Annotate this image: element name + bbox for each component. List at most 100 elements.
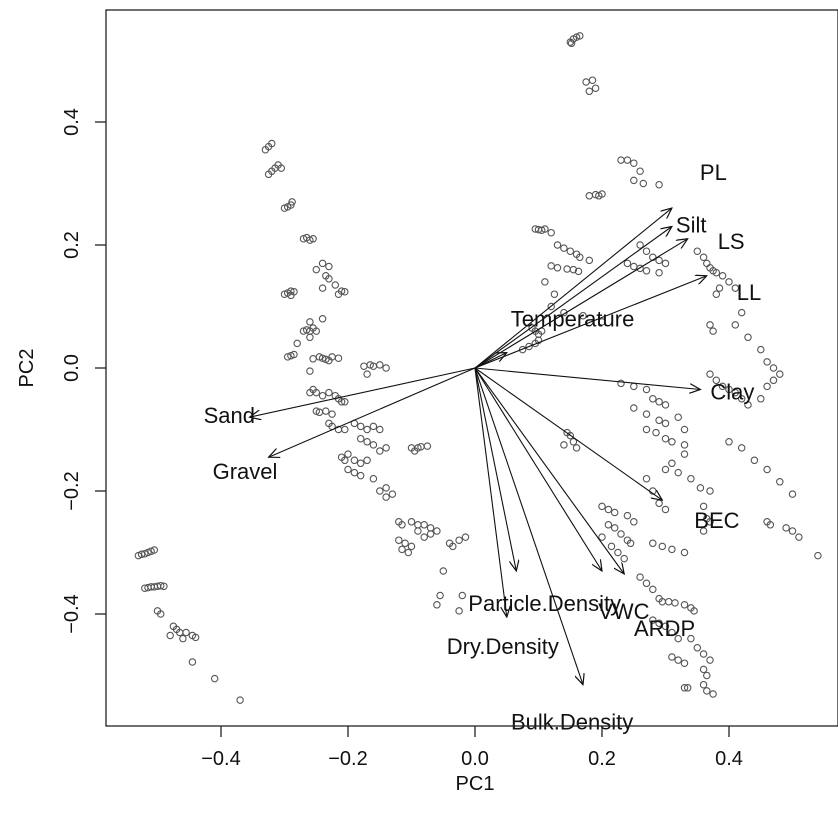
score-point-91 <box>630 382 638 391</box>
score-point-207 <box>407 542 416 551</box>
score-point-103 <box>652 428 660 437</box>
loading-label-ls: LS <box>718 229 745 254</box>
score-point-51 <box>712 268 721 277</box>
loading-arrow-ls <box>474 239 688 369</box>
score-point-14 <box>639 179 648 188</box>
score-point-117 <box>642 474 651 483</box>
score-point-172 <box>687 634 695 643</box>
score-point-81 <box>763 382 771 391</box>
score-point-223 <box>369 422 378 431</box>
score-point-78 <box>769 364 778 372</box>
score-point-272 <box>290 350 298 359</box>
score-point-94 <box>655 398 663 406</box>
score-point-144 <box>604 521 613 529</box>
score-point-237 <box>344 465 352 474</box>
score-point-214 <box>423 442 432 450</box>
score-point-186 <box>420 521 428 529</box>
score-point-248 <box>341 425 349 434</box>
loading-label-ardp: ARDP <box>634 616 695 641</box>
score-point-315 <box>141 549 149 558</box>
loading-label-gravel: Gravel <box>213 459 278 484</box>
loading-arrow-gravel <box>269 367 476 457</box>
score-point-289 <box>325 275 333 283</box>
score-point-41 <box>623 259 632 268</box>
score-point-9 <box>617 156 625 164</box>
score-point-5 <box>582 78 590 86</box>
score-point-167 <box>649 616 657 624</box>
y-axis: −0.4 −0.2 0.0 0.2 0.4 <box>61 108 106 634</box>
score-point-105 <box>668 438 676 446</box>
score-point-265 <box>318 354 327 362</box>
score-point-101 <box>680 425 689 434</box>
y-tick-label-2: 0.0 <box>61 354 83 382</box>
score-point-48 <box>703 259 711 268</box>
plot-frame <box>105 9 838 727</box>
score-point-156 <box>680 548 689 557</box>
score-point-104 <box>661 434 670 443</box>
score-point-170 <box>668 628 676 637</box>
score-point-76 <box>757 345 765 354</box>
loading-label-silt: Silt <box>676 213 707 238</box>
score-point-68 <box>531 339 540 348</box>
score-point-134 <box>766 521 775 529</box>
score-point-233 <box>344 450 352 458</box>
score-point-108 <box>566 431 575 440</box>
score-point-27 <box>566 247 575 255</box>
score-point-6 <box>588 76 597 84</box>
score-point-174 <box>699 650 708 658</box>
score-point-196 <box>439 567 448 575</box>
score-point-73 <box>706 321 714 329</box>
score-point-337 <box>210 674 219 683</box>
score-point-279 <box>293 339 301 348</box>
score-point-19 <box>598 190 606 198</box>
x-tick-label-0: −0.4 <box>201 748 240 770</box>
score-point-8 <box>585 87 594 96</box>
loadings-arrows <box>250 208 707 685</box>
score-point-96 <box>630 404 638 412</box>
score-point-296 <box>325 262 333 271</box>
score-point-238 <box>350 468 359 477</box>
score-point-195 <box>461 533 470 541</box>
score-point-92 <box>642 385 651 394</box>
score-point-221 <box>356 422 365 431</box>
y-axis-title: PC2 <box>16 349 38 388</box>
score-point-141 <box>610 508 619 517</box>
score-point-109 <box>569 438 578 446</box>
score-point-182 <box>683 684 692 692</box>
score-point-292 <box>337 287 346 295</box>
score-point-86 <box>725 385 733 394</box>
score-point-116 <box>687 474 695 483</box>
score-point-197 <box>436 591 444 600</box>
score-point-143 <box>630 518 638 526</box>
score-point-36 <box>636 241 644 249</box>
score-point-193 <box>449 542 457 551</box>
score-point-97 <box>642 410 651 418</box>
score-point-115 <box>674 468 682 477</box>
score-point-74 <box>709 327 717 335</box>
loading-label-dry-density: Dry.Density <box>447 634 559 659</box>
score-point-224 <box>376 425 384 434</box>
score-point-228 <box>382 444 390 452</box>
score-point-95 <box>661 401 670 409</box>
score-point-155 <box>668 545 676 554</box>
score-point-85 <box>718 382 727 391</box>
score-point-241 <box>376 487 384 495</box>
loading-label-vwc: VWC <box>598 599 649 624</box>
score-point-219 <box>382 364 390 372</box>
score-point-121 <box>696 484 705 492</box>
score-point-2 <box>572 33 581 41</box>
score-point-54 <box>715 284 724 292</box>
score-point-280 <box>306 318 314 326</box>
y-tick-label-3: 0.2 <box>61 231 83 259</box>
score-point-332 <box>182 628 190 637</box>
score-point-148 <box>626 539 635 548</box>
score-point-29 <box>576 253 584 262</box>
score-point-240 <box>369 474 378 483</box>
loading-arrow-sand <box>250 367 476 417</box>
score-point-69 <box>525 342 533 351</box>
score-point-40 <box>661 259 670 268</box>
loading-label-clay: Clay <box>710 380 754 405</box>
score-point-99 <box>661 419 670 428</box>
score-point-336 <box>188 658 197 666</box>
